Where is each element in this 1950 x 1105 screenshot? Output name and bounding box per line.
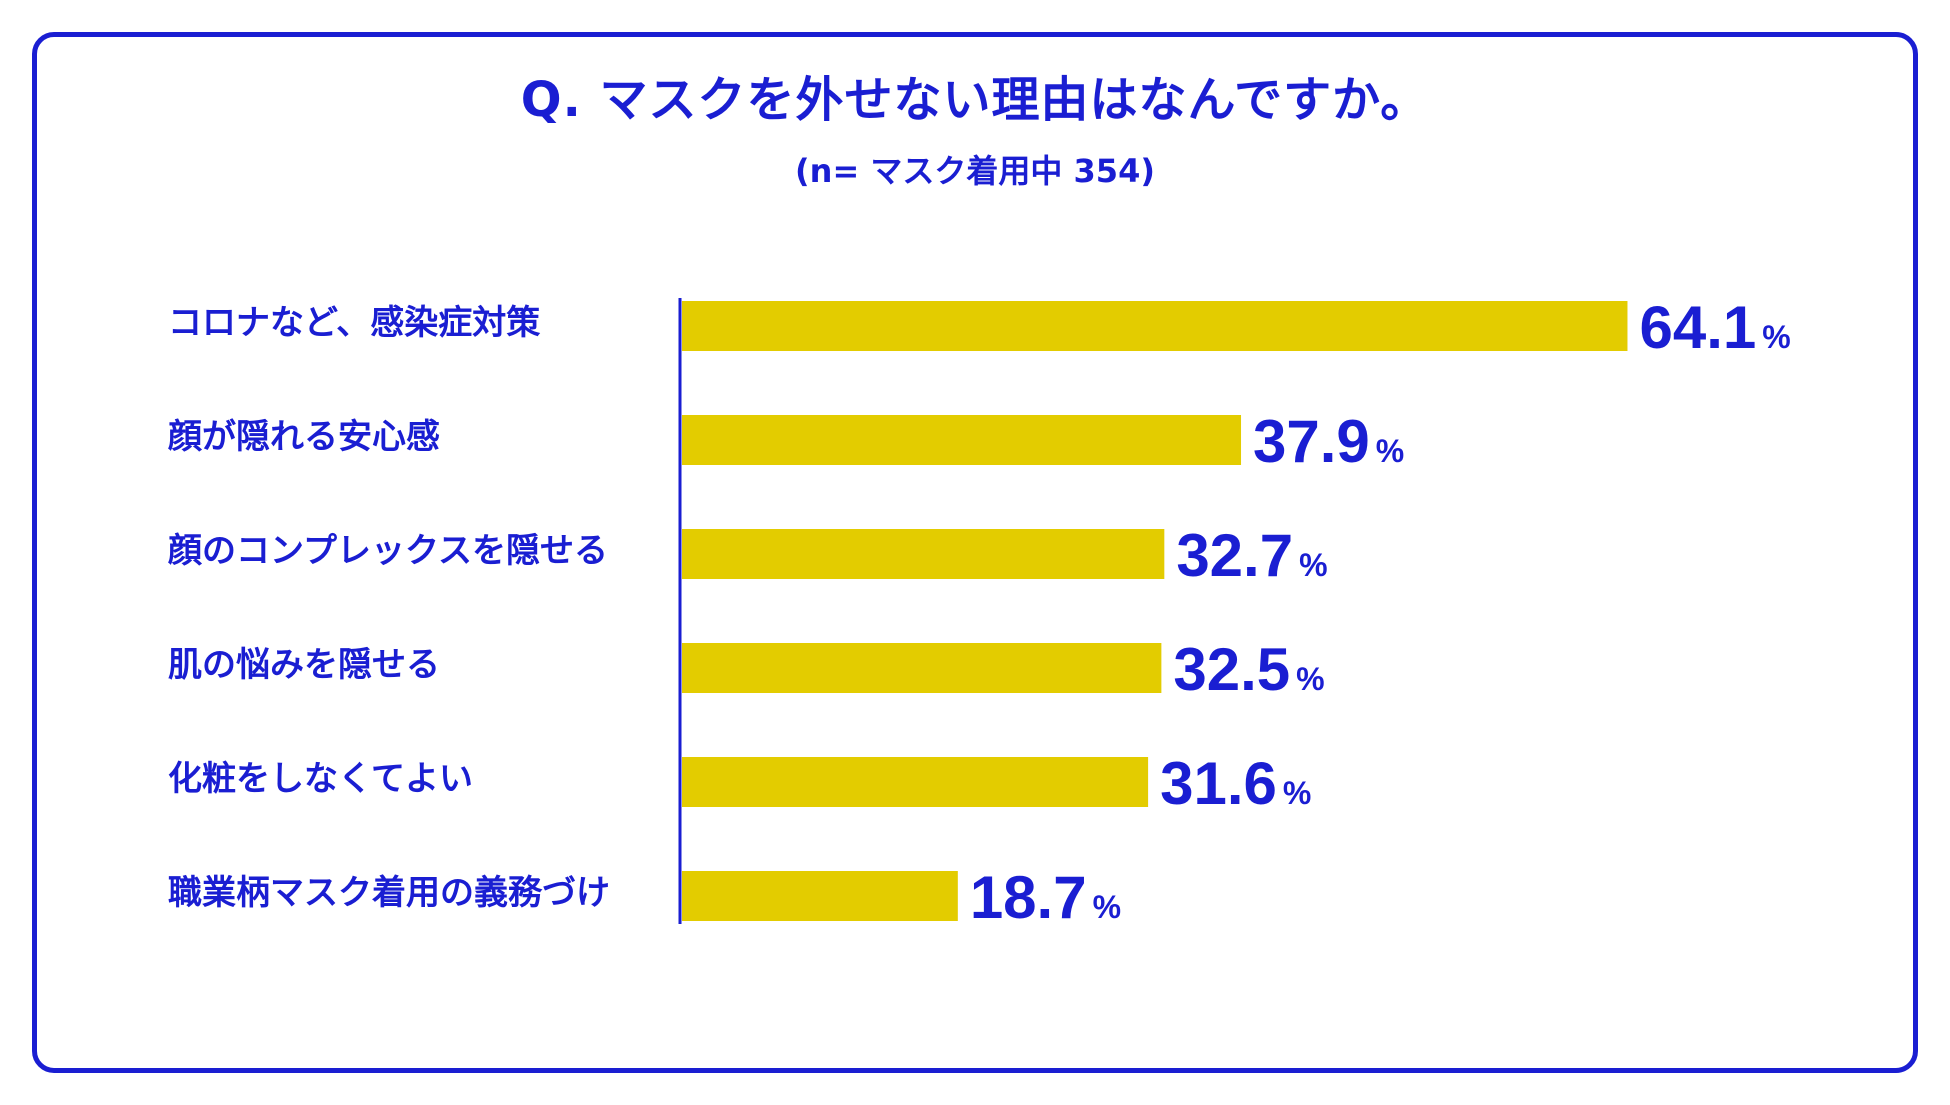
- data-label: 32.7%: [1176, 522, 1327, 589]
- bar: [682, 871, 958, 921]
- data-label: 37.9%: [1253, 408, 1404, 475]
- bar: [682, 415, 1242, 465]
- category-label: 顔のコンプレックスを隠せる: [168, 531, 608, 571]
- chart-title: Q. マスクを外せない理由はなんですか。: [520, 72, 1430, 128]
- category-label: 顔が隠れる安心感: [168, 417, 440, 457]
- category-label: 肌の悩みを隠せる: [168, 645, 440, 685]
- category-label: 職業柄マスク着用の義務づけ: [168, 873, 610, 913]
- bar: [682, 643, 1162, 693]
- bar: [682, 529, 1165, 579]
- data-label: 32.5%: [1173, 636, 1324, 703]
- bar: [682, 301, 1628, 351]
- data-label: 64.1%: [1639, 294, 1790, 361]
- chart-subtitle: (n= マスク着用中 354): [795, 152, 1155, 190]
- category-label: 化粧をしなくてよい: [168, 759, 473, 799]
- data-label: 18.7%: [970, 864, 1121, 931]
- bar: [682, 757, 1149, 807]
- category-label: コロナなど、感染症対策: [168, 303, 541, 343]
- data-label: 31.6%: [1160, 750, 1311, 817]
